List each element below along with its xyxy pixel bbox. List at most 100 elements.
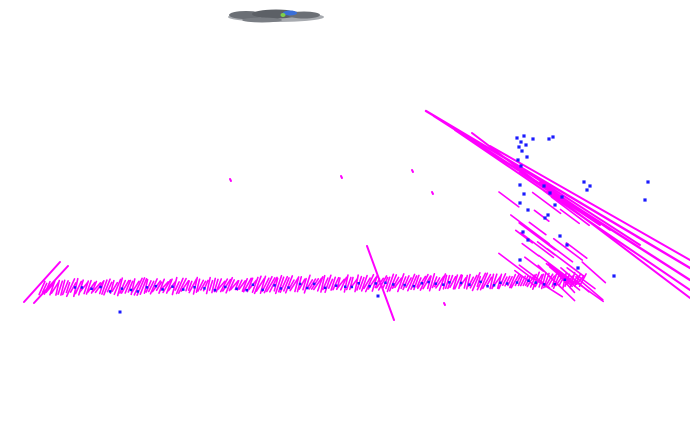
line-segment <box>282 277 290 292</box>
point <box>526 208 530 212</box>
point <box>563 278 567 281</box>
line-segment <box>554 269 581 291</box>
point <box>553 282 556 286</box>
point <box>80 286 84 289</box>
line-segment <box>208 279 214 292</box>
line-segment <box>106 281 113 293</box>
point <box>576 266 580 270</box>
line-segment <box>452 274 459 290</box>
point <box>442 283 445 286</box>
point <box>468 283 471 286</box>
line-segment <box>508 273 517 289</box>
line-segment <box>548 266 574 288</box>
line-segment <box>336 278 346 289</box>
line-segment <box>49 280 56 296</box>
line-segment <box>566 267 596 290</box>
line-segment <box>133 277 143 296</box>
point <box>273 284 276 287</box>
line-segment <box>277 276 285 293</box>
point <box>376 294 380 298</box>
point <box>145 286 149 289</box>
line-segment <box>394 277 403 289</box>
line-segment <box>33 265 69 304</box>
point <box>520 149 524 153</box>
vehicle-model-icon <box>228 9 324 23</box>
line-segment <box>402 275 410 291</box>
line-segment <box>435 275 445 289</box>
line-segment <box>528 221 547 236</box>
point <box>522 134 526 138</box>
point <box>384 281 387 284</box>
point <box>505 282 509 285</box>
line-segment <box>219 278 229 293</box>
point <box>420 282 424 285</box>
point <box>517 145 521 149</box>
line-segment <box>442 274 448 290</box>
point <box>279 287 283 290</box>
line-segment <box>87 281 96 293</box>
line-segment <box>38 280 46 296</box>
point <box>515 281 519 284</box>
line-segment <box>147 280 155 293</box>
line-segment <box>471 271 481 292</box>
point <box>235 287 238 290</box>
line-segment <box>78 281 89 294</box>
line-segment <box>302 277 308 291</box>
point <box>548 191 552 195</box>
line-segment <box>431 191 434 195</box>
line-segment <box>469 274 478 289</box>
line-segment <box>489 273 495 290</box>
line-segment <box>565 242 588 260</box>
line-segment <box>103 278 111 296</box>
point <box>357 282 360 285</box>
line-segment <box>433 277 441 288</box>
point <box>193 286 196 289</box>
line-segment <box>400 276 407 290</box>
point <box>287 286 290 289</box>
point <box>161 288 164 291</box>
point <box>427 280 430 284</box>
line-segment <box>192 276 199 295</box>
point <box>403 283 406 287</box>
point <box>553 203 557 207</box>
point <box>522 192 526 196</box>
line-segment <box>363 277 371 290</box>
line-segment <box>217 280 226 291</box>
line-segment <box>55 279 61 296</box>
line-segment <box>332 276 340 291</box>
line-segment <box>211 277 217 294</box>
line-segment <box>228 279 235 292</box>
point <box>499 281 502 284</box>
line-segment <box>537 264 562 289</box>
point <box>154 284 158 288</box>
line-segment <box>517 275 524 287</box>
line-segment <box>510 273 520 289</box>
vehicle-marker <box>280 13 286 17</box>
point <box>643 198 647 202</box>
line-segment <box>327 278 334 290</box>
line-segment <box>443 302 446 306</box>
point <box>374 282 377 285</box>
line-segment <box>526 274 536 288</box>
line-segment <box>188 278 198 294</box>
point <box>213 288 217 292</box>
point <box>245 288 248 292</box>
point <box>306 286 309 290</box>
line-segment <box>360 274 368 292</box>
line-segment <box>236 279 243 291</box>
line-segment <box>322 277 329 291</box>
point <box>459 281 463 285</box>
point <box>73 286 77 289</box>
line-segment <box>131 280 140 293</box>
line-segment <box>50 281 60 295</box>
line-segment <box>419 273 429 291</box>
line-segment <box>149 278 158 295</box>
point <box>324 286 327 290</box>
line-segment <box>174 281 180 291</box>
line-segment <box>438 273 447 292</box>
line-segment <box>69 282 77 293</box>
line-segment <box>222 278 232 292</box>
line-segment <box>43 280 51 295</box>
line-segment <box>340 175 343 179</box>
